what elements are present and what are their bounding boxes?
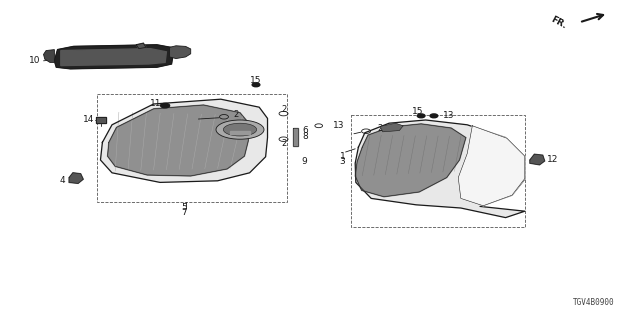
Text: 2: 2 (378, 124, 383, 133)
Text: 5: 5 (182, 204, 187, 212)
Text: 2: 2 (281, 105, 286, 114)
Polygon shape (170, 46, 191, 59)
Text: 9: 9 (301, 157, 307, 166)
Polygon shape (293, 128, 298, 146)
Text: 2: 2 (281, 139, 286, 148)
Text: 14: 14 (83, 116, 94, 124)
Text: 2: 2 (234, 110, 239, 119)
Circle shape (161, 103, 170, 108)
Text: 15: 15 (412, 107, 423, 116)
Polygon shape (355, 124, 466, 197)
Text: 13: 13 (333, 121, 344, 130)
Polygon shape (530, 154, 545, 165)
Text: FR.: FR. (549, 14, 568, 30)
Circle shape (430, 114, 438, 118)
Polygon shape (108, 105, 248, 176)
Text: 7: 7 (182, 208, 187, 217)
Polygon shape (61, 49, 166, 66)
Text: 11: 11 (150, 100, 161, 108)
Polygon shape (136, 43, 146, 49)
Text: 15: 15 (250, 76, 262, 85)
Circle shape (417, 114, 425, 118)
Ellipse shape (216, 120, 264, 139)
Text: TGV4B0900: TGV4B0900 (573, 298, 614, 307)
Text: 6: 6 (303, 126, 308, 135)
Ellipse shape (223, 123, 257, 136)
Polygon shape (54, 45, 174, 69)
Text: 10: 10 (29, 56, 41, 65)
Text: 3: 3 (340, 157, 345, 166)
Polygon shape (96, 117, 106, 123)
Text: 13: 13 (443, 111, 454, 120)
Polygon shape (69, 173, 83, 183)
Polygon shape (458, 126, 525, 206)
Polygon shape (380, 123, 403, 132)
Polygon shape (100, 99, 268, 182)
Polygon shape (355, 120, 525, 218)
Text: 1: 1 (340, 152, 345, 161)
Polygon shape (44, 50, 54, 62)
Text: 8: 8 (303, 132, 308, 141)
Text: 12: 12 (547, 155, 559, 164)
Circle shape (252, 83, 260, 87)
Polygon shape (230, 131, 250, 134)
Text: 4: 4 (60, 176, 65, 185)
